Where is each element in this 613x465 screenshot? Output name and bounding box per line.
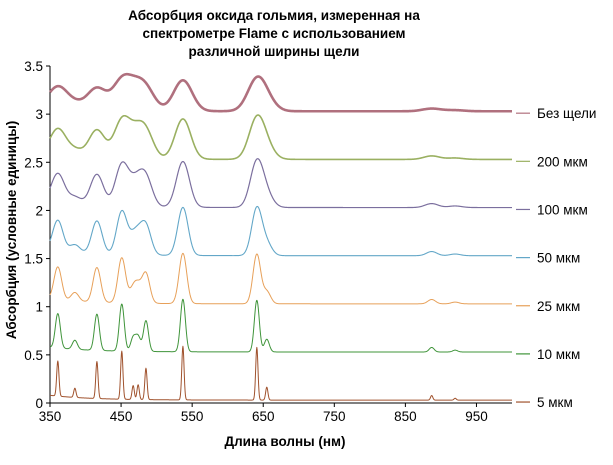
x-tick-label: 550 [181, 409, 204, 424]
legend-label: 50 мкм [537, 251, 580, 266]
x-tick-label: 650 [252, 409, 275, 424]
series-line [49, 205, 513, 257]
y-tick-label: 3 [35, 107, 43, 122]
y-axis-title: Абсорбция (условные единицы) [4, 121, 19, 340]
y-tick-label: 0 [35, 396, 43, 411]
axes: 0 0.5 1 1.5 2 2.5 3 3.5 350 450 550 650 750 850 950 [24, 59, 512, 424]
y-tick-label: 2.5 [24, 155, 43, 170]
x-tick-label: 850 [394, 409, 417, 424]
series-line [49, 252, 513, 305]
legend-label: 200 мкм [537, 154, 588, 169]
y-tick-label: 1 [35, 300, 43, 315]
chart-title-line-2: спектрометре Flame с использованием [142, 26, 405, 41]
legend-label: 25 мкм [537, 299, 580, 314]
series-line [49, 345, 513, 401]
chart-title-line-1: Абсорбция оксида гольмия, измеренная на [128, 8, 420, 23]
legend-label: 100 мкм [537, 202, 588, 217]
legend-label: 10 мкм [537, 347, 580, 362]
series-line [49, 72, 513, 113]
y-tick-label: 3.5 [24, 59, 43, 74]
x-axis-title: Длина волны (нм) [224, 434, 345, 449]
series-line [49, 158, 513, 209]
series-line [49, 114, 513, 161]
x-tick-label: 950 [465, 409, 488, 424]
y-tick-label: 2 [35, 203, 43, 218]
series-layer [49, 72, 513, 401]
chart-title-line-3: различной ширины щели [189, 44, 360, 59]
x-tick-label: 750 [323, 409, 346, 424]
legend-label: 5 мкм [537, 395, 573, 410]
y-tick-label: 0.5 [24, 348, 43, 363]
legend: Без щели 200 мкм 100 мкм 50 мкм 25 мкм 10 мкм… [516, 106, 596, 410]
series-line [49, 298, 513, 353]
chart-title: Абсорбция оксида гольмия, измеренная на … [128, 8, 420, 59]
x-tick-label: 350 [39, 409, 62, 424]
y-tick-label: 1.5 [24, 252, 43, 267]
x-tick-label: 450 [110, 409, 133, 424]
legend-label: Без щели [537, 106, 596, 121]
